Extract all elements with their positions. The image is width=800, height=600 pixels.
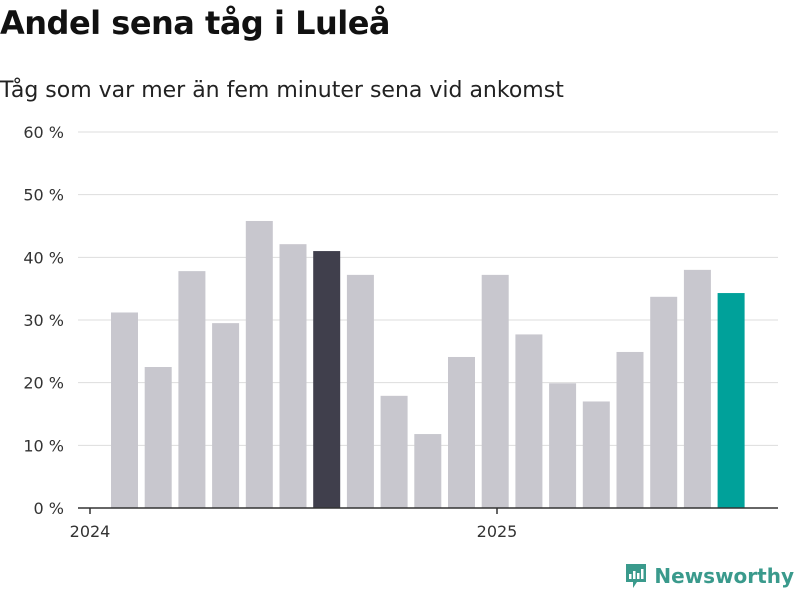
bar	[582, 401, 610, 508]
y-tick-label: 20 %	[23, 374, 64, 393]
y-tick-label: 50 %	[23, 186, 64, 205]
y-axis-tick-labels: 0 % 10 % 20 % 30 % 40 % 50 % 60 %	[23, 123, 64, 518]
newsworthy-logo-icon	[626, 564, 647, 588]
bar	[144, 367, 172, 508]
bar	[414, 434, 442, 508]
bar	[616, 351, 644, 508]
bar	[448, 356, 475, 508]
bar	[111, 312, 138, 508]
x-tick-label: 2024	[70, 522, 111, 541]
chart-subtitle: Tåg som var mer än fem minuter sena vid …	[0, 78, 564, 103]
brand-name: Newsworthy	[654, 564, 794, 588]
newsworthy-logo: Newsworthy	[624, 562, 794, 590]
bars	[111, 220, 745, 509]
y-tick-label: 40 %	[23, 248, 64, 267]
bar	[650, 296, 678, 508]
bar	[279, 244, 307, 508]
bar	[212, 323, 240, 508]
bar	[683, 269, 711, 508]
bar	[178, 271, 206, 508]
y-tick-label: 30 %	[23, 311, 64, 330]
x-axis: 2024 2025	[70, 507, 778, 541]
bar	[515, 334, 543, 508]
x-tick-label: 2025	[477, 522, 518, 541]
bar	[313, 251, 341, 509]
y-tick-label: 60 %	[23, 123, 64, 142]
bar	[245, 220, 273, 508]
y-tick-label: 10 %	[23, 436, 64, 455]
bar	[481, 274, 509, 508]
bar	[549, 383, 577, 508]
bar	[380, 395, 408, 508]
y-tick-label: 0 %	[34, 499, 64, 518]
chart-title: Andel sena tåg i Luleå	[0, 4, 391, 42]
bar	[717, 293, 745, 508]
bar	[346, 274, 374, 508]
